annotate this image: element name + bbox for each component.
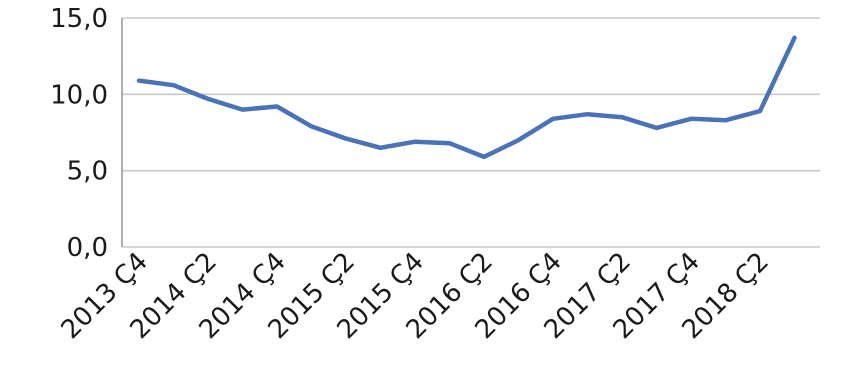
y-tick-label: 0,0	[67, 233, 108, 263]
series-layer	[136, 35, 797, 160]
y-tick-label: 10,0	[50, 80, 108, 110]
series-line-0	[136, 35, 797, 160]
y-tick-label: 15,0	[50, 4, 108, 34]
gridlines	[121, 17, 820, 248]
y-tick-label: 5,0	[67, 157, 108, 187]
y-axis-tick-labels: 0,0 5,0 10,0 15,0	[50, 4, 108, 263]
